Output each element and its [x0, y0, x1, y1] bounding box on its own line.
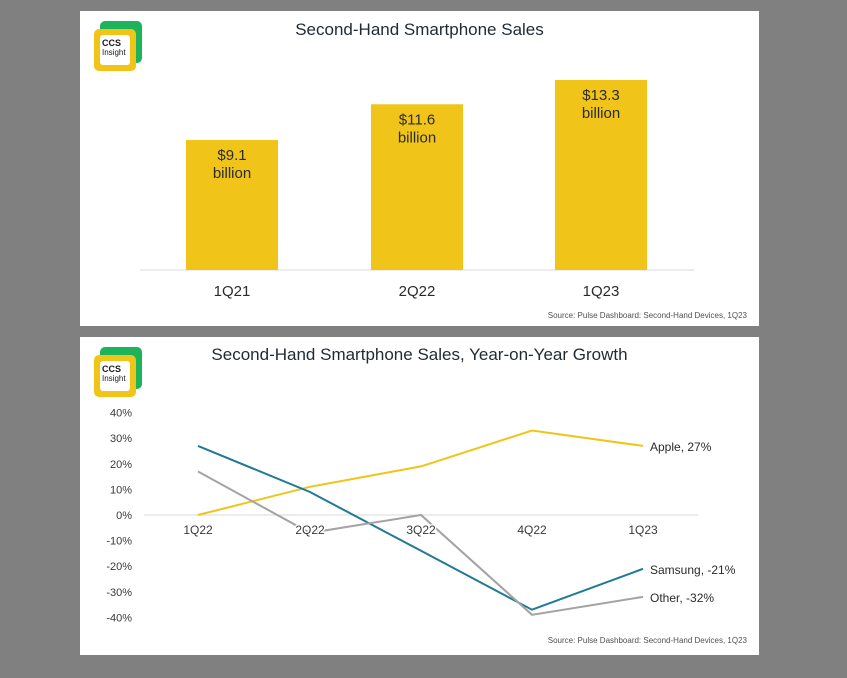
series-label-samsung: Samsung, -21% [650, 563, 736, 577]
bar-chart: $9.1billion1Q21$11.6billion2Q22$13.3bill… [140, 80, 694, 300]
x-tick-label: 2Q22 [295, 523, 325, 537]
x-tick-label: 3Q22 [406, 523, 436, 537]
y-tick-label: -30% [106, 587, 132, 599]
bar-chart-title: Second-Hand Smartphone Sales [295, 20, 544, 39]
y-tick-label: 30% [110, 433, 132, 445]
x-tick-label: 2Q22 [399, 283, 436, 300]
x-tick-label: 1Q23 [628, 523, 658, 537]
y-tick-label: -10% [106, 536, 132, 548]
line-chart-panel: CCS Insight Second-Hand Smartphone Sales… [80, 337, 759, 655]
line-chart-title: Second-Hand Smartphone Sales, Year-on-Ye… [211, 345, 628, 364]
bar-value-label: $11.6 [399, 111, 435, 128]
series-label-apple: Apple, 27% [650, 440, 712, 454]
x-tick-label: 1Q22 [183, 523, 213, 537]
y-tick-label: 10% [110, 484, 132, 496]
bar-chart-source: Source: Pulse Dashboard: Second-Hand Dev… [547, 311, 747, 320]
bar-value-label: $13.3 [582, 87, 620, 104]
bar [555, 80, 647, 270]
logo-line2: Insight [102, 374, 126, 383]
logo-line1: CCS [102, 364, 122, 374]
bar-value-unit: billion [582, 105, 620, 122]
bar-value-unit: billion [213, 165, 251, 182]
series-line-samsung [197, 444, 644, 611]
y-tick-label: 20% [110, 459, 132, 471]
logo-line2: Insight [102, 48, 126, 57]
y-tick-label: 40% [110, 408, 132, 420]
series-line-apple [197, 429, 644, 516]
y-tick-label: -20% [106, 561, 132, 573]
line-chart-source: Source: Pulse Dashboard: Second-Hand Dev… [547, 636, 747, 645]
x-tick-label: 1Q21 [214, 283, 251, 300]
series-label-other: Other, -32% [650, 591, 714, 605]
ccs-insight-logo: CCS Insight [94, 21, 142, 73]
y-tick-label: 0% [116, 510, 132, 522]
x-tick-label: 1Q23 [583, 283, 620, 300]
x-tick-label: 4Q22 [517, 523, 547, 537]
y-tick-label: -40% [106, 612, 132, 624]
line-chart: 40% 30% 20% 10% 0% -10% -20% -30% -40% 1Q22 2Q22 3Q… [106, 408, 736, 625]
bar-chart-panel: CCS Insight Second-Hand Smartphone Sales… [80, 11, 759, 326]
ccs-insight-logo: CCS Insight [94, 347, 142, 399]
bar-value-unit: billion [398, 129, 436, 146]
bar [371, 104, 463, 271]
logo-line1: CCS [102, 38, 122, 48]
bar-value-label: $9.1 [217, 147, 246, 164]
bar [186, 140, 278, 270]
series-line-other [197, 470, 644, 616]
